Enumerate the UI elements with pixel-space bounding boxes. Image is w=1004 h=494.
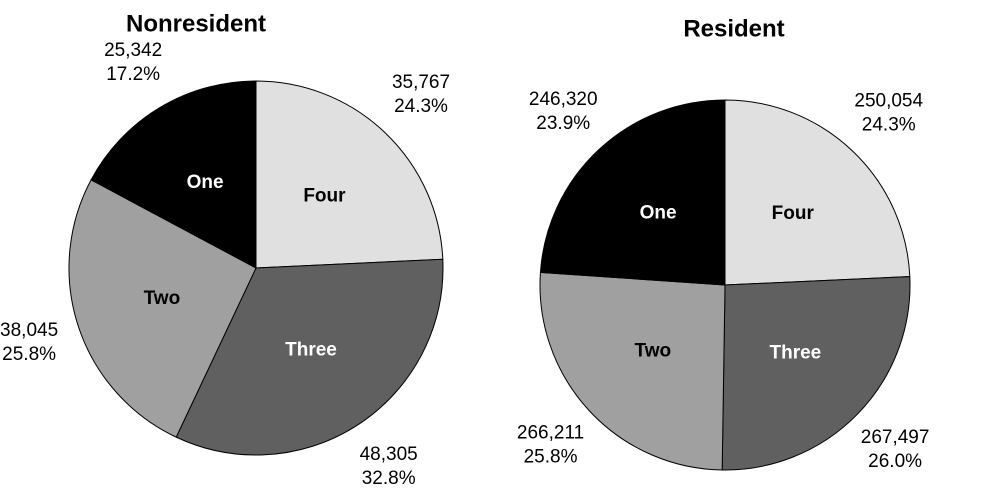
value-label: 38,045 <box>0 320 58 341</box>
percent-label: 17.2% <box>106 64 160 85</box>
slice-category: Three <box>769 342 821 363</box>
percent-label: 25.8% <box>524 446 578 467</box>
percent-label: 26.0% <box>868 451 922 472</box>
value-label: 25,342 <box>104 40 162 61</box>
value-label: 35,767 <box>392 72 450 93</box>
slice-category: One <box>640 202 677 223</box>
pie-slice <box>539 99 726 286</box>
percent-label: 24.3% <box>862 115 916 136</box>
chart-title: Resident <box>683 15 784 42</box>
percent-label: 23.9% <box>536 113 590 134</box>
slice-category: One <box>187 172 224 193</box>
pie-slice <box>68 179 257 438</box>
pie-slice <box>724 99 911 286</box>
slice-category: Two <box>144 288 181 309</box>
pie-slice <box>90 80 257 269</box>
percent-label: 25.8% <box>2 344 56 365</box>
percent-label: 32.8% <box>362 468 416 489</box>
value-label: 48,305 <box>360 444 418 465</box>
value-label: 266,211 <box>517 422 584 443</box>
slice-category: Four <box>772 203 815 224</box>
pie-slice <box>175 258 444 456</box>
value-label: 250,054 <box>854 91 923 112</box>
slice-category: Four <box>303 185 346 206</box>
slice-category: Two <box>635 340 672 361</box>
percent-label: 24.3% <box>394 96 448 117</box>
chart-title: Nonresident <box>126 10 266 37</box>
value-label: 246,320 <box>529 89 598 110</box>
pie-slice <box>255 80 444 269</box>
pie-slice <box>721 276 911 471</box>
value-label: 267,497 <box>861 427 930 448</box>
pie-slice <box>539 271 726 471</box>
slice-category: Three <box>285 339 337 360</box>
